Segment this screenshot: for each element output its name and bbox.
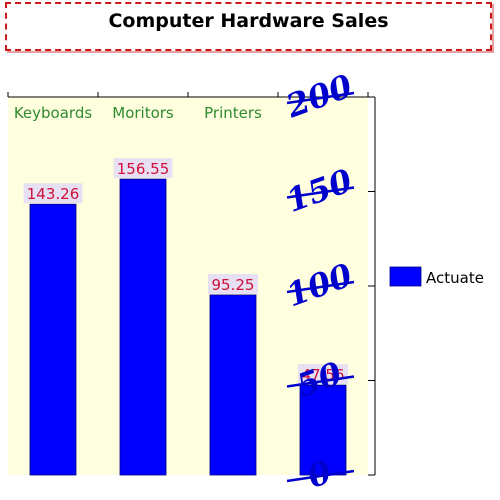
legend-swatch xyxy=(389,266,422,287)
bar xyxy=(29,203,77,476)
y-tick-strike-line xyxy=(286,186,355,199)
legend-label: Actuate xyxy=(426,269,484,287)
y-tick-strike-line xyxy=(286,469,355,483)
value-label: 95.25 xyxy=(212,276,255,294)
y-tick-strike-line xyxy=(286,280,355,294)
value-label-background xyxy=(208,273,258,294)
chart-title-box: Computer Hardware Sales xyxy=(5,2,492,51)
y-tick-strike-line xyxy=(286,91,355,105)
category-label: Keyboards xyxy=(14,104,93,122)
bar xyxy=(209,294,257,476)
y-tick-strike-line xyxy=(286,375,355,388)
bar xyxy=(119,178,167,476)
category-label: Printers xyxy=(204,104,262,122)
value-label-background xyxy=(23,183,83,204)
value-label-background xyxy=(113,158,173,179)
category-label: Moritors xyxy=(112,104,174,122)
value-label: 143.26 xyxy=(27,185,80,203)
value-label: 156.55 xyxy=(117,160,170,178)
chart-title: Computer Hardware Sales xyxy=(108,10,389,32)
bar xyxy=(299,384,347,476)
